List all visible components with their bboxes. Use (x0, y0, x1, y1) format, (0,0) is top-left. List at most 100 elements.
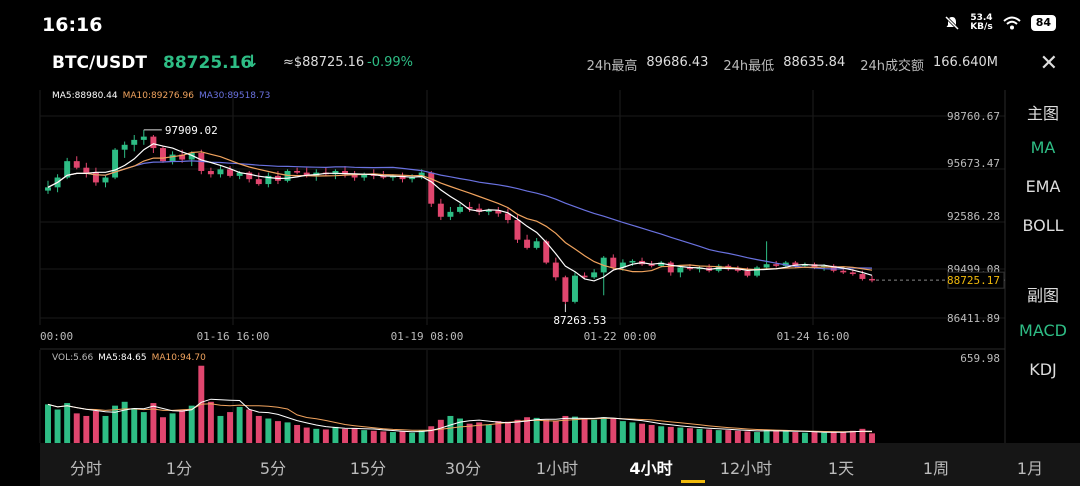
interval-tab-active[interactable]: 4小时 (629, 459, 673, 478)
sub-chart-label: 副图 (1026, 286, 1059, 305)
candle-body (648, 264, 655, 266)
volume-bar (763, 429, 770, 443)
price-tick-label: 98760.67 (947, 110, 1000, 123)
macd-button[interactable]: MACD (1019, 321, 1067, 340)
volume-bar (313, 428, 320, 443)
volume-bar (744, 431, 751, 443)
interval-tab[interactable]: 5分 (259, 459, 287, 478)
vol-ma10-legend: MA10:94.70 (151, 353, 206, 363)
candle-body (83, 167, 90, 173)
interval-tab[interactable]: 1天 (827, 459, 855, 478)
close-icon[interactable]: ✕ (1039, 51, 1058, 76)
volume-bar (754, 432, 760, 443)
candlestick-chart[interactable]: 98760.6795673.4792586.2889499.0886411.89… (0, 0, 1080, 443)
volume-bar (591, 419, 598, 443)
candle-body (524, 239, 531, 248)
candle-body (131, 139, 138, 145)
low-annotation: 87263.53 (553, 314, 606, 327)
volume-bar (782, 431, 789, 443)
volume-bar (476, 422, 483, 443)
interval-tab[interactable]: 1月 (1016, 459, 1044, 478)
volume-bar (648, 424, 655, 443)
high-annotation: 97909.02 (165, 124, 218, 137)
volume-bar (169, 413, 176, 443)
volume-bar (160, 417, 166, 443)
candle-body (332, 170, 339, 175)
volume-bar (677, 427, 684, 443)
vol-legend: VOL:5.66 (52, 353, 94, 363)
interval-tab[interactable]: 分时 (69, 459, 103, 478)
candle-body (552, 262, 559, 278)
candle-body (773, 264, 780, 266)
candle-body (169, 154, 176, 162)
ma5-legend: MA5:88980.44 (52, 91, 118, 101)
wifi-icon (1003, 16, 1021, 30)
candle-body (457, 206, 463, 212)
trading-pair[interactable]: BTC/USDT (52, 53, 147, 73)
candle-body (830, 265, 837, 271)
candle-body (140, 136, 147, 140)
volume-bar (418, 430, 425, 443)
candle-body (303, 172, 310, 176)
volume-bar (734, 430, 741, 443)
status-icons: 53.4 KB/s 84 (944, 14, 1056, 32)
volume-bar (849, 430, 856, 443)
interval-tab[interactable]: 30分 (444, 459, 482, 478)
volume-bar (629, 422, 636, 443)
volume-bar (399, 431, 406, 443)
interval-tab[interactable]: 1周 (922, 459, 950, 478)
interval-tab[interactable]: 15分 (349, 459, 387, 478)
volume-bar (447, 415, 454, 443)
volume-bar (869, 433, 875, 443)
volume-bar (102, 415, 109, 443)
network-speed-value: 53.4 (970, 13, 993, 23)
candle-body (543, 241, 550, 263)
candle-body (869, 278, 875, 281)
volume-bar (121, 401, 128, 443)
boll-button[interactable]: BOLL (1022, 216, 1064, 235)
usd-price: ≈$88725.16 (283, 55, 365, 70)
candle-body (447, 211, 454, 217)
candle-body (562, 277, 569, 302)
volume-bar (179, 409, 186, 443)
ma5-line (47, 143, 873, 282)
candle-body (504, 213, 511, 221)
volume-bar (294, 424, 301, 443)
volume-bar (140, 412, 147, 443)
candle-body (581, 275, 588, 278)
volume-bar (667, 426, 674, 443)
volume-bar (217, 415, 224, 443)
low-value: 88635.84 (783, 55, 846, 70)
battery-icon: 84 (1030, 15, 1056, 31)
time-tick-label: 01-16 16:00 (197, 330, 270, 343)
interval-tab[interactable]: 12小时 (719, 459, 773, 478)
candle-body (45, 187, 51, 191)
ma-button[interactable]: MA (1030, 138, 1056, 157)
moving-average-lines (47, 143, 873, 433)
volume-bar (64, 403, 71, 443)
volume-bar (188, 405, 195, 443)
volume-bar (552, 421, 559, 443)
candle-body (514, 220, 521, 240)
volume-bar (236, 406, 243, 443)
candle-body (859, 274, 866, 279)
candle-body (64, 161, 71, 178)
ema-button[interactable]: EMA (1025, 177, 1061, 196)
axis-labels: 98760.6795673.4792586.2889499.0886411.89… (40, 110, 1005, 365)
volume-value: 166.640M (933, 55, 998, 70)
24h-stats: 24h最高 89686.43 24h最低 88635.84 24h成交额 166… (587, 55, 998, 74)
candle-body (217, 169, 224, 175)
volume-bar (45, 404, 51, 443)
volume-bar (619, 421, 626, 443)
time-tick-label: 01-22 00:00 (584, 330, 657, 343)
volume-bar (389, 432, 396, 443)
interval-tab[interactable]: 1分 (165, 459, 193, 478)
volume-bar (466, 423, 473, 443)
candle-body (744, 270, 751, 276)
candle-body (533, 241, 540, 248)
kdj-button[interactable]: KDJ (1029, 360, 1057, 379)
volume-bar (274, 421, 281, 443)
candle-body (227, 169, 234, 176)
interval-tab[interactable]: 1小时 (535, 459, 579, 478)
volume-bar (792, 432, 799, 443)
